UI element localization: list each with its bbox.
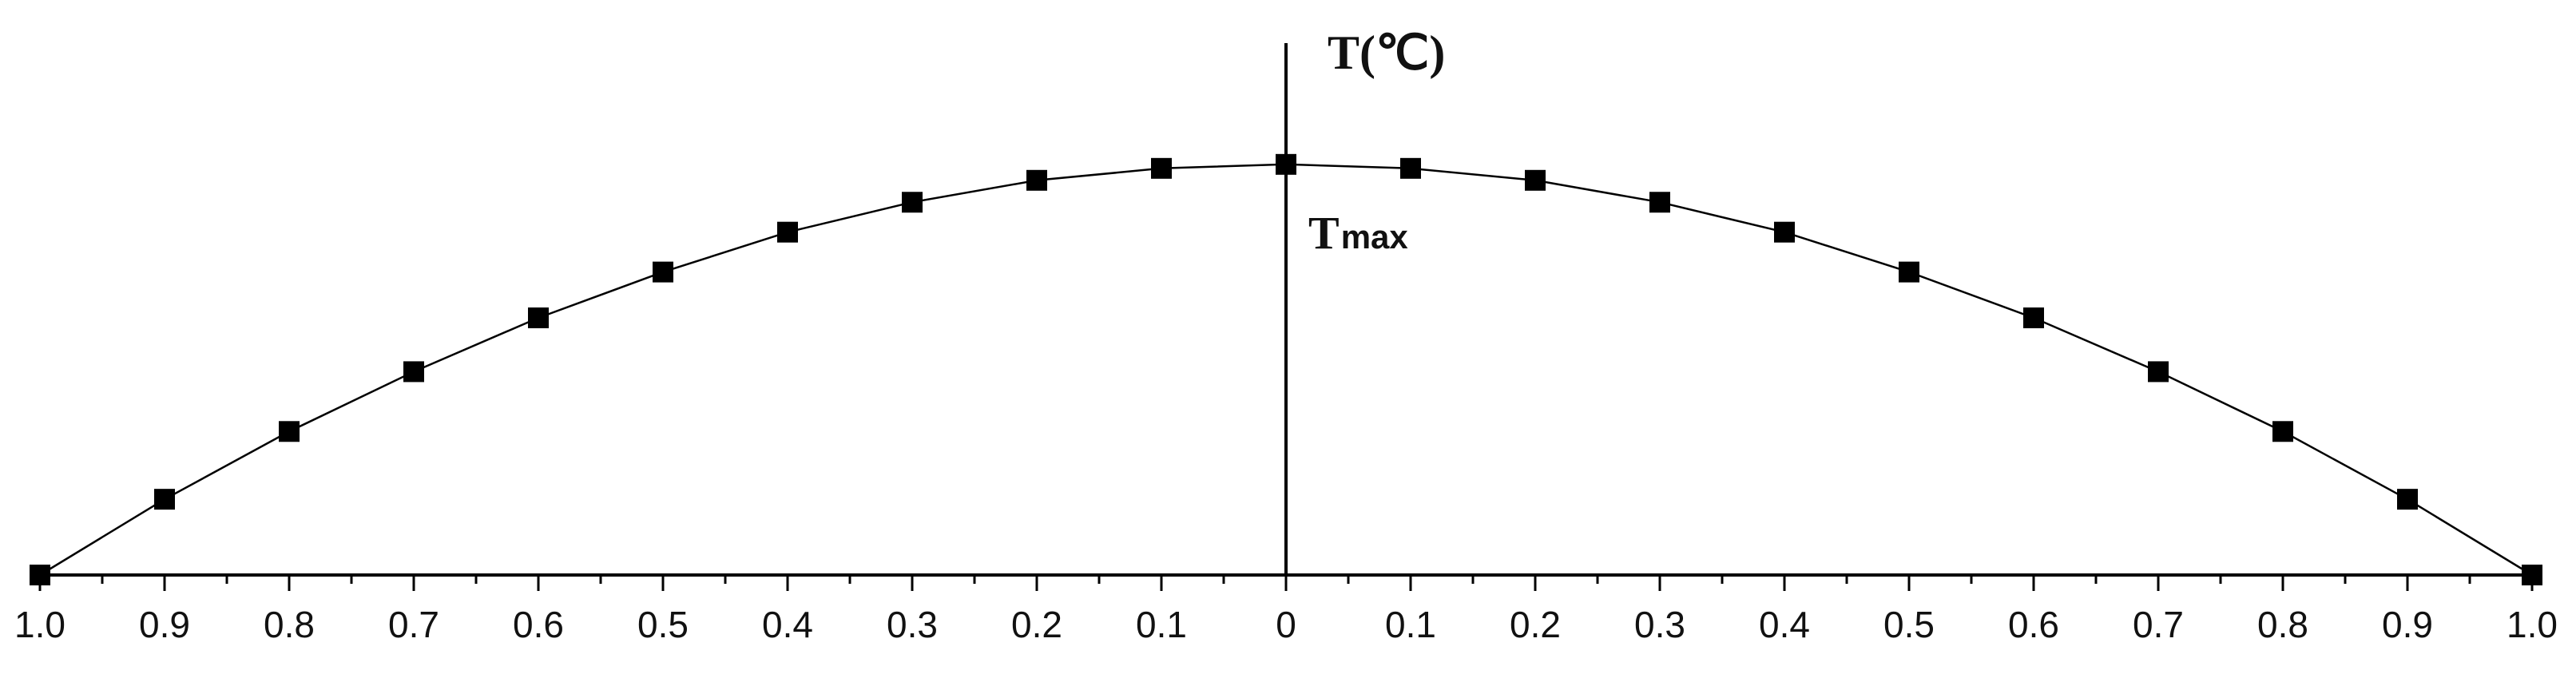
x-tick-label: 1.0 xyxy=(14,604,65,645)
x-tick-label: 0.2 xyxy=(1510,604,1561,645)
x-tick-label: 0.8 xyxy=(264,604,315,645)
data-point-marker xyxy=(1649,192,1670,213)
x-tick-label: 1.0 xyxy=(2507,604,2558,645)
data-point-marker xyxy=(279,421,300,442)
x-tick-label: 0.5 xyxy=(1883,604,1935,645)
x-tick-label: 0.5 xyxy=(637,604,689,645)
x-tick-label: 0.7 xyxy=(2133,604,2184,645)
data-point-marker xyxy=(154,489,175,510)
tmax-annotation-subscript: max xyxy=(1341,218,1409,256)
data-point-marker xyxy=(1774,221,1795,243)
x-tick-label: 0.9 xyxy=(139,604,190,645)
x-tick-label: 0.4 xyxy=(762,604,813,645)
data-point-marker xyxy=(1899,261,1919,283)
data-point-marker xyxy=(653,261,673,283)
x-tick-label: 0.7 xyxy=(388,604,439,645)
y-axis-title: T(℃) xyxy=(1328,26,1445,79)
x-tick-label: 0.3 xyxy=(1634,604,1685,645)
x-tick-label: 0.6 xyxy=(2008,604,2059,645)
data-point-marker xyxy=(902,192,923,213)
x-ticks-layer: 1.0 0.9 0.8 0.7 0.6 0.5 0.4 0.3 0.2 0.1 0 0.1 0.2 0.3… xyxy=(14,575,2558,645)
data-point-marker xyxy=(1151,157,1172,179)
data-point-marker xyxy=(2023,307,2044,329)
x-tick-label: 0.1 xyxy=(1385,604,1436,645)
tmax-annotation: Tmax xyxy=(1308,207,1408,259)
data-point-marker xyxy=(403,361,424,383)
data-point-marker xyxy=(2148,361,2169,383)
data-point-marker xyxy=(30,565,50,585)
data-point-marker xyxy=(1026,169,1047,191)
data-point-marker xyxy=(528,307,549,329)
x-tick-label: 0 xyxy=(1276,604,1296,645)
data-point-marker xyxy=(2522,565,2542,585)
data-point-marker xyxy=(1276,153,1296,175)
data-point-marker xyxy=(1525,169,1546,191)
x-tick-label: 0.1 xyxy=(1136,604,1187,645)
data-point-marker xyxy=(2397,489,2418,510)
x-tick-label: 0.9 xyxy=(2382,604,2433,645)
x-tick-label: 0.4 xyxy=(1759,604,1810,645)
data-point-marker xyxy=(1400,157,1421,179)
x-tick-label: 0.6 xyxy=(513,604,564,645)
data-point-marker xyxy=(777,221,798,243)
markers-layer xyxy=(30,153,2542,585)
x-tick-label: 0.2 xyxy=(1011,604,1062,645)
tmax-annotation-main: T xyxy=(1308,207,1340,259)
data-point-marker xyxy=(2272,421,2293,442)
x-tick-label: 0.3 xyxy=(887,604,938,645)
axes-layer xyxy=(40,43,2532,577)
x-tick-label: 0.8 xyxy=(2257,604,2308,645)
